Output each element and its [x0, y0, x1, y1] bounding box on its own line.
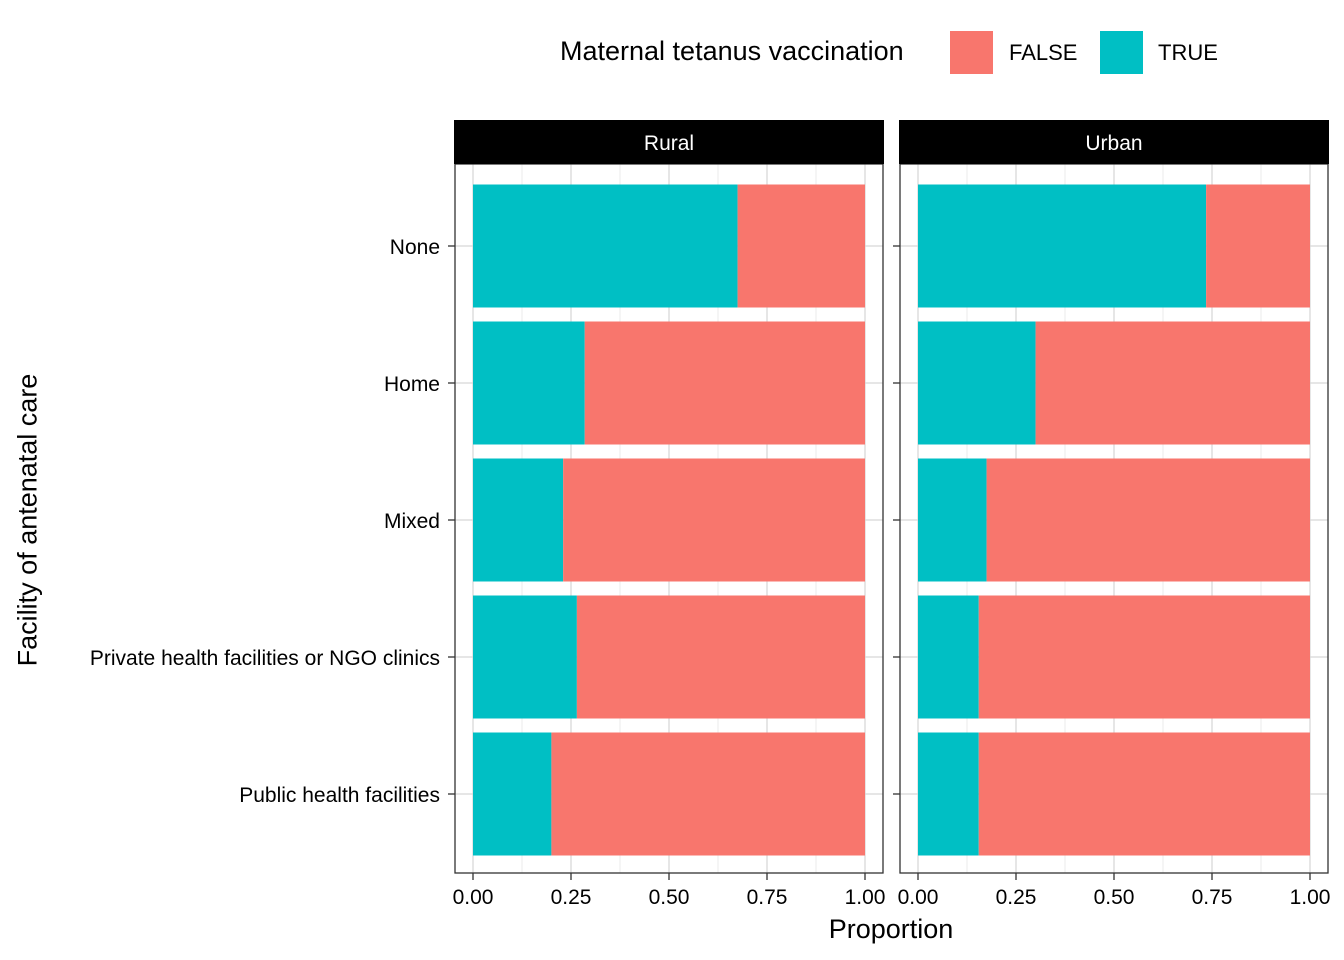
bar-false [1206, 184, 1310, 308]
y-tick-label: Private health facilities or NGO clinics [90, 647, 440, 670]
bar-true [473, 595, 577, 719]
x-tick-label: 1.00 [1290, 886, 1331, 909]
x-tick-label: 0.00 [898, 886, 939, 909]
legend-key-true [1100, 31, 1143, 74]
legend-label-true: TRUE [1158, 40, 1218, 65]
x-tick-label: 0.50 [1094, 886, 1135, 909]
legend-label-false: FALSE [1009, 40, 1078, 65]
bar-false [978, 732, 1310, 856]
y-tick-label: Mixed [384, 510, 440, 533]
y-axis-title: Facility of antenatal care [12, 373, 43, 667]
x-tick-label: 0.25 [996, 886, 1037, 909]
bar-false [1035, 321, 1310, 445]
bar-true [473, 732, 552, 856]
bar-false [978, 595, 1310, 719]
facet-strip [454, 120, 884, 164]
y-tick-label: Home [384, 373, 440, 396]
facet-label: Rural [644, 132, 694, 155]
bar-false [584, 321, 865, 445]
x-tick-label: 0.75 [1192, 886, 1233, 909]
bar-true [918, 595, 979, 719]
bar-false [563, 458, 865, 582]
x-tick-label: 0.75 [747, 886, 788, 909]
bar-true [473, 321, 585, 445]
bar-true [473, 458, 564, 582]
facet-label: Urban [1085, 132, 1142, 155]
x-tick-label: 0.25 [551, 886, 592, 909]
bar-false [576, 595, 865, 719]
bar-false [986, 458, 1310, 582]
bar-true [918, 458, 987, 582]
x-tick-label: 1.00 [845, 886, 886, 909]
bar-true [918, 184, 1207, 308]
y-tick-label: None [390, 236, 440, 259]
facet-strip [899, 120, 1329, 164]
bar-true [918, 732, 979, 856]
x-tick-label: 0.50 [649, 886, 690, 909]
bar-false [551, 732, 865, 856]
x-axis-title: Proportion [828, 914, 954, 944]
bar-true [473, 184, 738, 308]
x-tick-label: 0.00 [453, 886, 494, 909]
legend-title: Maternal tetanus vaccination [560, 36, 904, 66]
legend-key-false [950, 31, 993, 74]
y-tick-label: Public health facilities [239, 784, 440, 807]
bar-true [918, 321, 1036, 445]
bar-false [737, 184, 865, 308]
